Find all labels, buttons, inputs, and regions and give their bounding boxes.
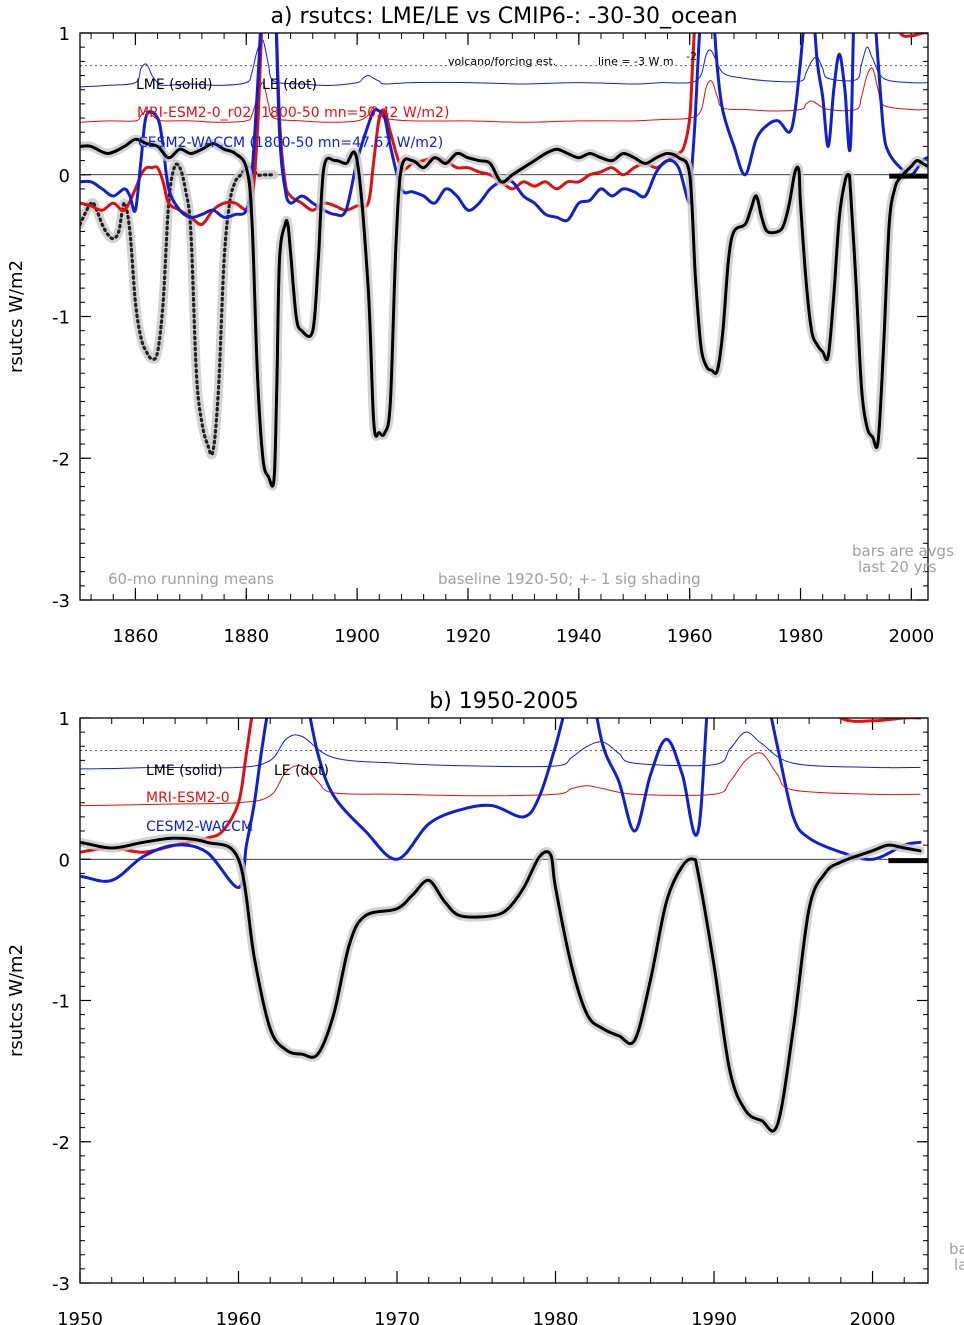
- b-xtick-label: 2000: [850, 1309, 896, 1325]
- b-xtick-label: 1980: [533, 1309, 579, 1325]
- b-ytick-label: 0: [59, 850, 70, 871]
- a-lme-line: [80, 137, 928, 488]
- a-baseline-note: baseline 1920-50; +- 1 sig shading: [438, 570, 701, 588]
- a-running-note: 60-mo running means: [108, 570, 274, 588]
- a-xtick-label: 1980: [778, 626, 824, 647]
- b-bars-note-1: ba: [949, 1240, 964, 1258]
- a-ytick-label: 1: [59, 24, 70, 45]
- a-volcano-note: volcano/forcing est.: [448, 55, 556, 68]
- a-ylabel: rsutcs W/m2: [6, 260, 27, 373]
- a-xtick-label: 1880: [223, 626, 269, 647]
- a-cesm-forcing-line: [80, 39, 928, 88]
- b-legend-mri: MRI-ESM2-0: [146, 790, 230, 806]
- a-line-note: line = -3 W m: [598, 55, 674, 68]
- b-panel: b) 1950-2005 rsutcs W/m2 1 0 -1 -2 -3 1950 1960 1…: [6, 689, 964, 1325]
- a-legend-le: LE (dot): [262, 77, 317, 93]
- a-ytick-label: 0: [59, 166, 70, 187]
- b-legend-le: LE (dot): [274, 763, 329, 779]
- a-legend-cesm: CESM2-WACCM (1800-50 mn=47.67 W/m2): [138, 135, 443, 151]
- b-legend-cesm: CESM2-WACCM: [146, 819, 253, 835]
- a-ytick-label: -2: [52, 449, 70, 470]
- a-xtick-label: 1960: [667, 626, 713, 647]
- b-series-group: [80, 718, 925, 1136]
- a-xtick-label: 1920: [445, 626, 491, 647]
- a-cesm-line: [80, 33, 928, 223]
- b-ylabel: rsutcs W/m2: [6, 944, 27, 1057]
- b-xtick-label: 1970: [374, 1309, 420, 1325]
- b-mri-forcing-line: [80, 752, 921, 807]
- b-legend-lme: LME (solid): [146, 763, 223, 779]
- b-title: b) 1950-2005: [429, 689, 578, 714]
- b-ytick-label: -3: [52, 1274, 70, 1295]
- b-bars-note-2: la: [954, 1256, 964, 1274]
- a-xtick-label: 2000: [888, 626, 934, 647]
- a-bars-note-2: last 20 yrs: [858, 558, 937, 576]
- a-xtick-label: 1900: [334, 626, 380, 647]
- a-ytick-label: -3: [52, 591, 70, 612]
- b-lme-line: [80, 836, 922, 1133]
- b-ytick-label: -2: [52, 1133, 70, 1154]
- b-xtick-label: 1950: [57, 1309, 103, 1325]
- a-le-dot-line: [80, 162, 276, 457]
- b-xtick-label: 1990: [691, 1309, 737, 1325]
- b-ytick-label: -1: [52, 992, 70, 1013]
- a-title: a) rsutcs: LME/LE vs CMIP6-: -30-30_ocea…: [270, 4, 737, 29]
- a-panel: a) rsutcs: LME/LE vs CMIP6-: -30-30_ocea…: [6, 4, 954, 647]
- b-ytick-label: 1: [59, 709, 70, 730]
- b-frame: [79, 717, 929, 1284]
- b-cesm-line: [80, 718, 922, 889]
- b-cesm-forcing-line: [80, 731, 921, 770]
- a-line-note-sup: -2: [686, 50, 697, 63]
- a-legend-lme: LME (solid): [136, 77, 213, 93]
- a-frame: [79, 32, 929, 601]
- a-xtick-label: 1940: [556, 626, 602, 647]
- a-legend-mri: MRI-ESM2-0_r02 (1800-50 mn=50.42 W/m2): [137, 105, 449, 121]
- a-xtick-label: 1860: [113, 626, 159, 647]
- a-ytick-label: -1: [52, 308, 70, 329]
- b-xtick-label: 1960: [216, 1309, 262, 1325]
- a-mri-forcing-line: [80, 67, 928, 123]
- a-series-group: [80, 33, 928, 491]
- a-bars-note-1: bars are avgs: [852, 542, 954, 560]
- b-lme-line-shading: [80, 833, 925, 1136]
